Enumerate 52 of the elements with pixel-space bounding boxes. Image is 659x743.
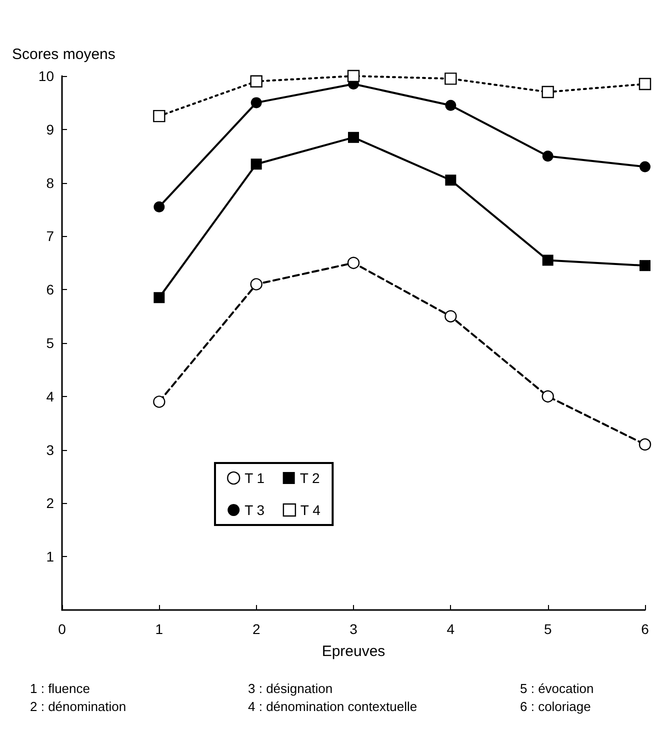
text: 6 : coloriage	[520, 699, 591, 714]
point	[153, 396, 166, 408]
x-tick-label: 1	[155, 621, 164, 637]
point	[445, 100, 456, 111]
point	[444, 310, 457, 322]
point	[542, 390, 554, 402]
x-tick-label: 4	[446, 621, 455, 637]
x-tick-label: 3	[350, 621, 358, 637]
y-tick-label: 5	[46, 335, 54, 351]
point	[154, 292, 165, 304]
text: 1 : fluence	[30, 681, 90, 696]
x-tick-label: 0	[58, 621, 66, 637]
y-tick-label: 3	[46, 442, 54, 458]
point	[347, 70, 360, 82]
point	[444, 72, 457, 85]
point	[250, 75, 262, 88]
x-tick-label: 2	[252, 621, 260, 637]
point	[250, 97, 262, 108]
point	[542, 86, 554, 98]
point	[638, 78, 652, 90]
y-tick-label: 4	[46, 388, 54, 404]
point	[640, 260, 650, 272]
point	[250, 278, 262, 290]
x-tick-label: 6	[641, 621, 650, 637]
x-tick-label: 5	[544, 621, 552, 637]
text: 5 : évocation	[520, 681, 594, 696]
point	[348, 132, 359, 143]
point	[445, 174, 456, 186]
point	[154, 201, 165, 212]
point	[153, 110, 166, 122]
y-tick-label: 9	[46, 121, 54, 138]
legend-label: T 2	[300, 470, 320, 486]
point	[640, 161, 650, 172]
y-tick-label: 8	[46, 174, 54, 191]
y-tick-label: 2	[46, 495, 54, 512]
y-tick-label: 1	[46, 548, 54, 565]
text: 4 : dénomination contextuelle	[248, 699, 418, 714]
point	[542, 254, 554, 266]
y-tick-label: 7	[46, 228, 54, 244]
legend-label: T 4	[300, 502, 321, 518]
point	[347, 256, 360, 269]
point	[250, 158, 262, 170]
x-axis-title: Epreuves	[322, 643, 386, 660]
text: 3 : désignation	[248, 681, 333, 696]
y-axis-title: Scores moyens	[12, 46, 116, 63]
y-tick-label: 10	[38, 68, 54, 84]
point	[542, 150, 554, 162]
text: 2 : dénomination	[30, 699, 126, 714]
point	[638, 438, 652, 451]
legend-label: T 3	[244, 502, 265, 518]
legend-label: T 1	[244, 470, 265, 486]
y-tick-label: 6	[46, 282, 54, 298]
